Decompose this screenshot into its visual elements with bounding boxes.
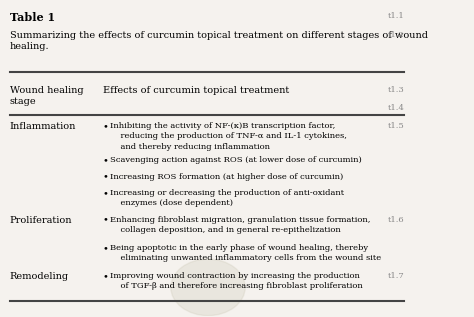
Text: Proliferation: Proliferation	[9, 216, 72, 225]
Text: t1.3: t1.3	[388, 86, 404, 94]
Text: t1.2: t1.2	[388, 31, 404, 39]
Text: t1.4: t1.4	[387, 105, 404, 113]
Text: Increasing or decreasing the production of anti-oxidant
    enzymes (dose depend: Increasing or decreasing the production …	[110, 189, 344, 207]
Text: Effects of curcumin topical treatment: Effects of curcumin topical treatment	[103, 86, 289, 95]
Text: Wound healing
stage: Wound healing stage	[9, 86, 83, 106]
Text: •: •	[103, 156, 109, 165]
Text: Scavenging action against ROS (at lower dose of curcumin): Scavenging action against ROS (at lower …	[110, 156, 362, 164]
Text: Increasing ROS formation (at higher dose of curcumin): Increasing ROS formation (at higher dose…	[110, 173, 343, 181]
Text: •: •	[103, 189, 109, 198]
Circle shape	[171, 259, 245, 316]
Text: •: •	[103, 122, 109, 131]
Text: Inflammation: Inflammation	[9, 122, 76, 131]
Text: Summarizing the effects of curcumin topical treatment on different stages of wou: Summarizing the effects of curcumin topi…	[9, 31, 428, 51]
Text: Table 1: Table 1	[9, 12, 55, 23]
Text: Remodeling: Remodeling	[9, 272, 69, 281]
Text: t1.6: t1.6	[388, 216, 404, 224]
Text: •: •	[103, 272, 109, 281]
Text: t1.7: t1.7	[388, 272, 404, 280]
Text: Inhibiting the activity of NF-(κ)B transcription factor,
    reducing the produc: Inhibiting the activity of NF-(κ)B trans…	[110, 122, 347, 151]
Text: •: •	[103, 244, 109, 253]
Text: •: •	[103, 173, 109, 182]
Text: t1.5: t1.5	[388, 122, 404, 130]
Text: Improving wound contraction by increasing the production
    of TGF-β and theref: Improving wound contraction by increasin…	[110, 272, 363, 290]
Text: t1.1: t1.1	[388, 12, 404, 20]
Text: Enhancing fibroblast migration, granulation tissue formation,
    collagen depos: Enhancing fibroblast migration, granulat…	[110, 216, 371, 234]
Text: Being apoptotic in the early phase of wound healing, thereby
    eliminating unw: Being apoptotic in the early phase of wo…	[110, 244, 381, 262]
Text: •: •	[103, 216, 109, 225]
